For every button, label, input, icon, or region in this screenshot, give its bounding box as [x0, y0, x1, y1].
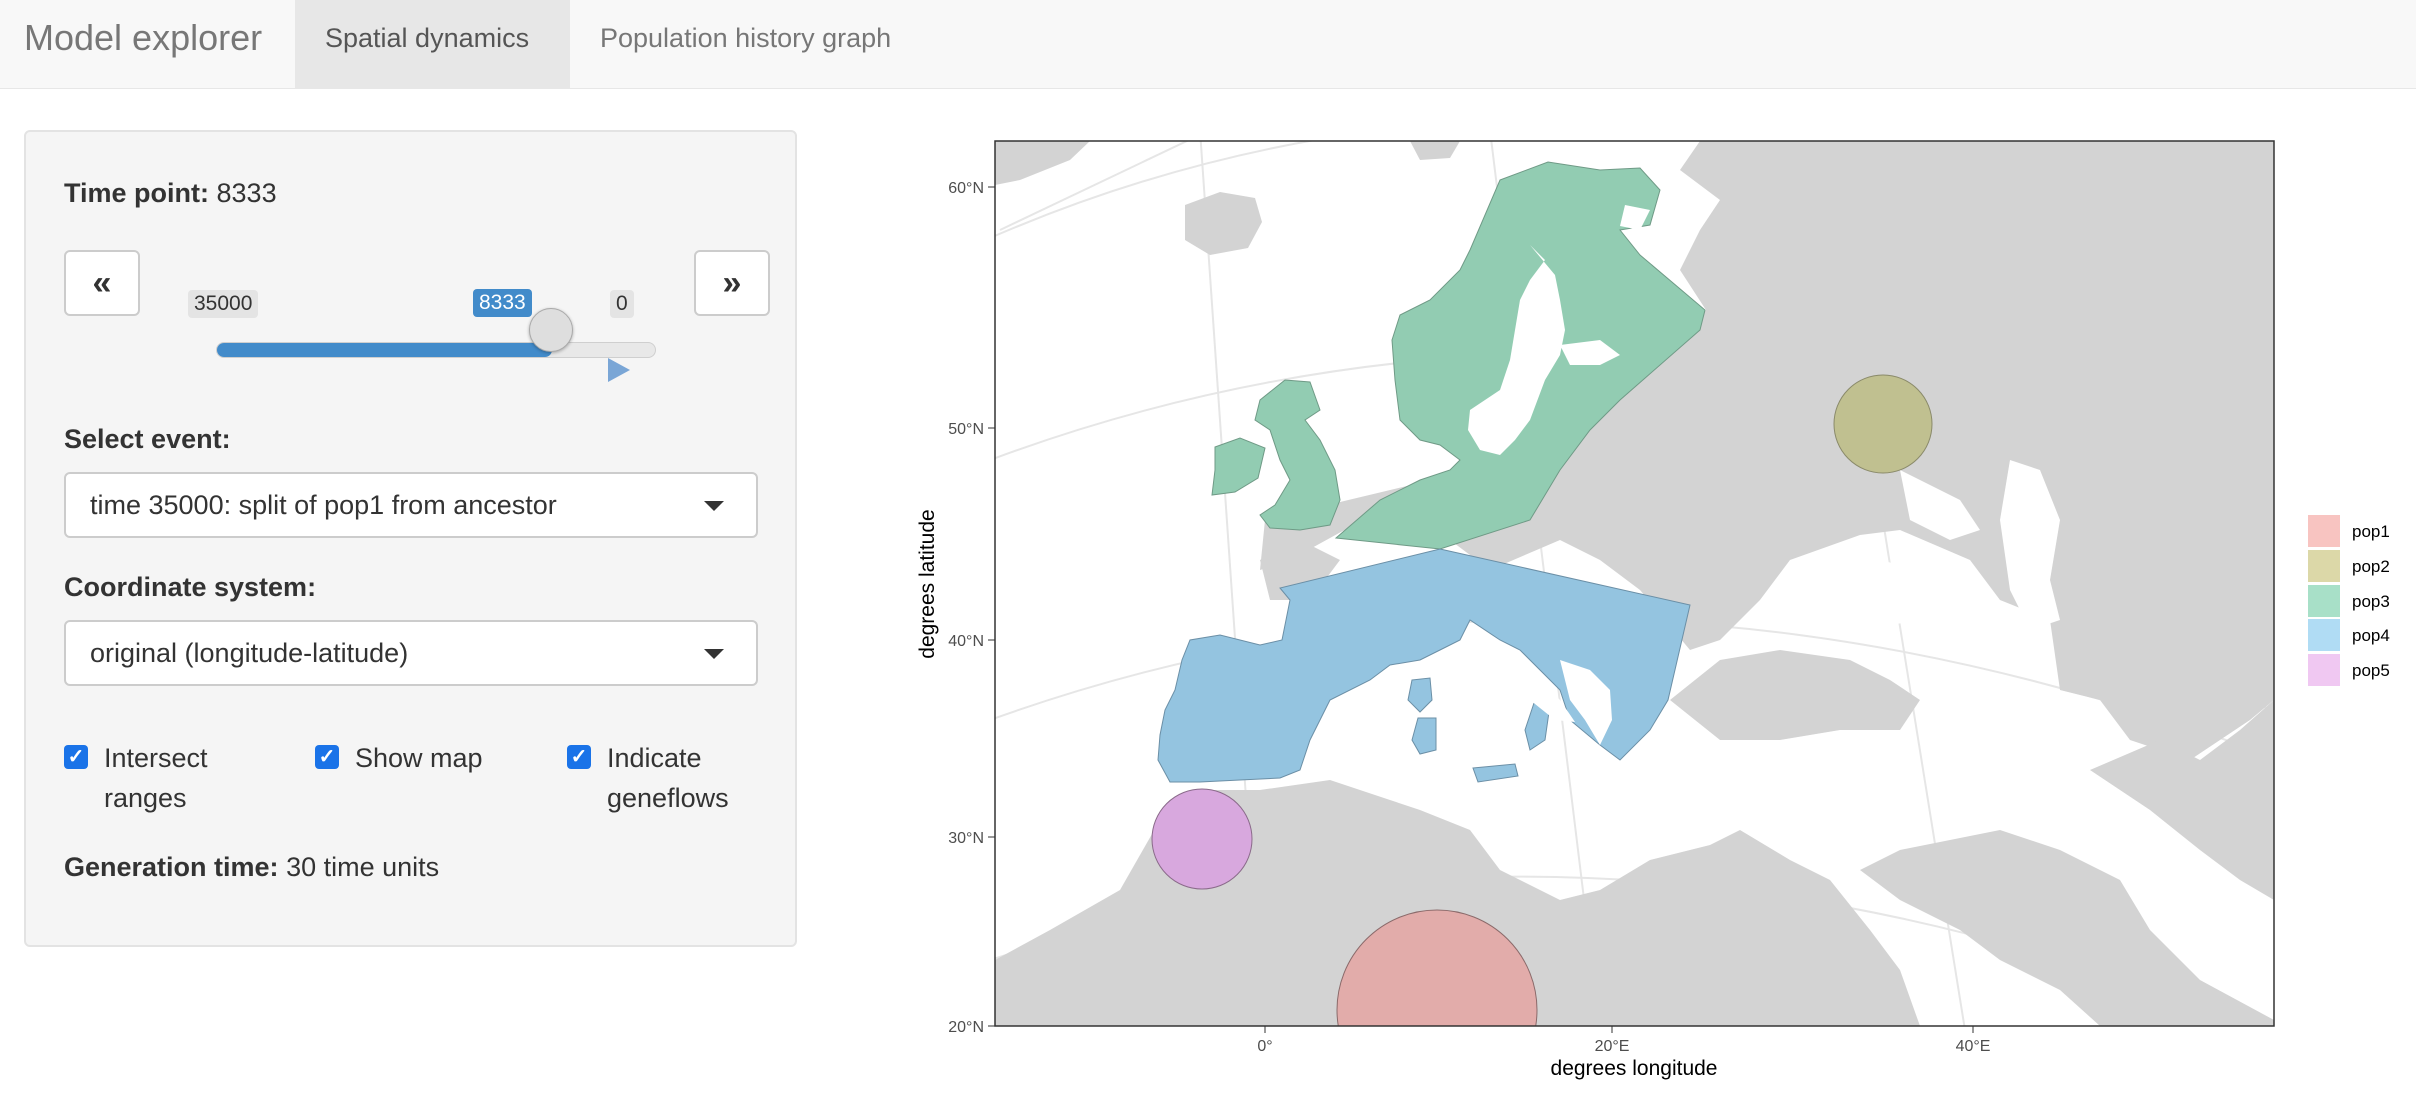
legend-label: pop1 [2352, 522, 2390, 541]
slider-max-label: 0 [610, 290, 634, 318]
legend: pop1 pop2 pop3 pop4 pop5 [2308, 515, 2390, 686]
legend-swatch-pop5 [2308, 654, 2340, 686]
y-axis-title: degrees latitude [916, 509, 939, 658]
legend-swatch-pop1 [2308, 515, 2340, 547]
map-content [995, 141, 2274, 1026]
y-tick-label: 60°N [948, 180, 984, 197]
legend-label: pop2 [2352, 557, 2390, 576]
show-map-label: Show map [355, 743, 483, 773]
navbar: Model explorer Spatial dynamics Populati… [0, 0, 2416, 89]
map-panel-border [994, 140, 2275, 1027]
baltic-sea [1468, 205, 1650, 455]
event-select[interactable]: time 35000: split of pop1 from ancestor [64, 472, 758, 538]
caret-down-icon [704, 649, 724, 659]
x-axis-title: degrees longitude [1551, 1057, 1718, 1080]
time-slider-handle[interactable] [529, 308, 574, 352]
intersect-ranges-label: Intersect ranges [104, 743, 208, 813]
tab-population-history-graph[interactable]: Population history graph [600, 23, 892, 53]
app-title: Model explorer [24, 17, 263, 58]
coordinate-select[interactable]: original (longitude-latitude) [64, 620, 758, 686]
show-map-checkbox[interactable]: ✓ [315, 745, 339, 769]
pop2-range [1833, 374, 1933, 474]
legend-label: pop5 [2352, 661, 2390, 680]
time-slider-fill [217, 343, 553, 357]
intersect-ranges-checkbox[interactable]: ✓ [64, 745, 88, 769]
generation-time-label: Generation time: [64, 852, 279, 882]
legend-swatch-pop4 [2308, 619, 2340, 651]
time-point-value: 8333 [216, 178, 277, 208]
y-tick-label: 30°N [948, 830, 984, 847]
step-forward-button[interactable]: » [694, 250, 770, 316]
pop1-range [1336, 909, 1538, 1026]
caret-down-icon [704, 501, 724, 511]
generation-time-row: Generation time: 30 time units [64, 852, 439, 883]
coordinate-label: Coordinate system: [64, 572, 317, 602]
coordinate-select-value: original (longitude-latitude) [90, 638, 409, 668]
mediterranean-inlets [1470, 630, 1612, 745]
double-chevron-right-icon: » [722, 263, 742, 302]
time-point-label: Time point: [64, 178, 209, 208]
x-tick-label: 20°E [1595, 1038, 1630, 1055]
y-tick-label: 20°N [948, 1019, 984, 1036]
time-point-row: Time point: 8333 [64, 178, 277, 209]
slider-min-label: 35000 [188, 290, 259, 318]
legend-label: pop3 [2352, 592, 2390, 611]
y-tick-label: 40°N [948, 633, 984, 650]
indicate-geneflows-checkbox[interactable]: ✓ [567, 745, 591, 769]
inland-seas [1790, 460, 2060, 630]
y-tick-label: 50°N [948, 421, 984, 438]
slider-current-label: 8333 [473, 289, 532, 317]
play-icon[interactable] [608, 358, 630, 382]
step-back-button[interactable]: « [64, 250, 140, 316]
control-panel: Time point: 8333 « » 35000 8333 0 Select… [24, 130, 797, 947]
legend-swatch-pop3 [2308, 585, 2340, 617]
x-tick-label: 0° [1257, 1038, 1272, 1055]
pop5-range [1151, 788, 1253, 890]
x-tick-label: 40°E [1956, 1038, 1991, 1055]
event-select-value: time 35000: split of pop1 from ancestor [90, 490, 557, 520]
legend-swatch-pop2 [2308, 550, 2340, 582]
indicate-geneflows-label: Indicate geneflows [607, 743, 729, 813]
tab-spatial-dynamics[interactable]: Spatial dynamics [295, 0, 570, 88]
double-chevron-left-icon: « [92, 263, 112, 302]
x-axis: 0° 20°E 40°E degrees longitude [1257, 1026, 1990, 1080]
pop4-range [1157, 548, 1691, 783]
legend-label: pop4 [2352, 626, 2390, 645]
y-axis: 60°N 50°N 40°N 30°N 20°N degrees latitud… [916, 180, 995, 1036]
generation-time-value: 30 time units [286, 852, 440, 882]
event-label: Select event: [64, 424, 231, 454]
